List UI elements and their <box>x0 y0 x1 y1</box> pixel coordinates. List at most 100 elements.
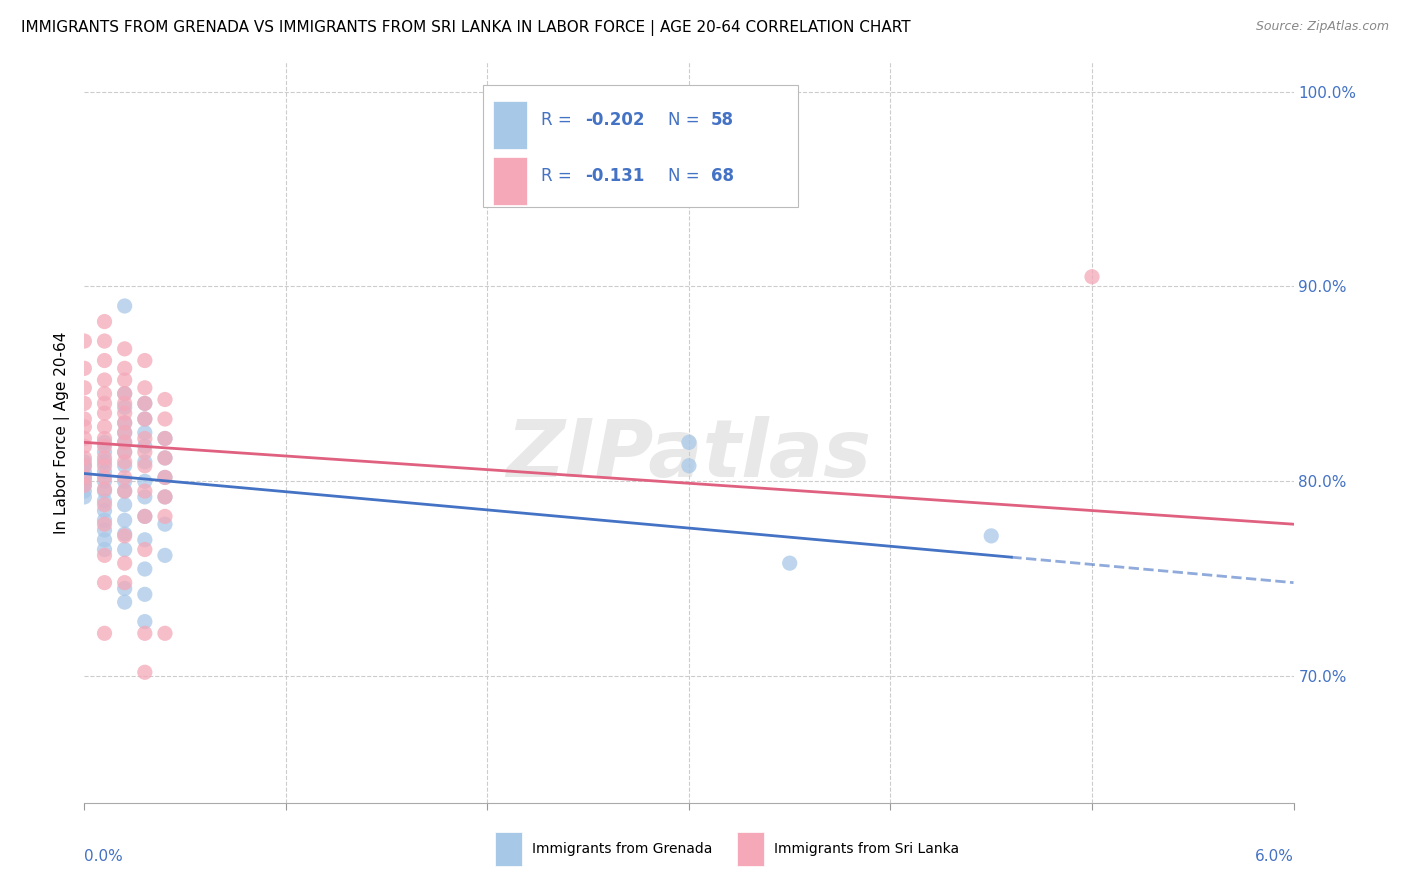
Point <box>134 353 156 368</box>
Point <box>153 517 176 532</box>
Point <box>134 562 156 576</box>
Point <box>93 533 115 547</box>
Point <box>153 490 176 504</box>
Point <box>153 450 176 465</box>
Point <box>153 432 176 446</box>
Point <box>153 412 176 426</box>
Point <box>73 361 96 376</box>
Point <box>980 529 1002 543</box>
Point <box>134 445 156 459</box>
Point <box>114 542 136 557</box>
Point <box>93 470 115 484</box>
Point <box>134 509 156 524</box>
Point <box>114 575 136 590</box>
Point <box>114 475 136 489</box>
Point <box>134 484 156 499</box>
Point <box>114 406 136 420</box>
Point <box>114 373 136 387</box>
Point <box>93 498 115 512</box>
Text: IMMIGRANTS FROM GRENADA VS IMMIGRANTS FROM SRI LANKA IN LABOR FORCE | AGE 20-64 : IMMIGRANTS FROM GRENADA VS IMMIGRANTS FR… <box>21 20 911 36</box>
Bar <box>494 102 527 150</box>
Point <box>678 435 700 450</box>
Point <box>93 455 115 469</box>
Point <box>153 470 176 484</box>
Point <box>134 396 156 410</box>
Point <box>153 549 176 563</box>
Point <box>73 412 96 426</box>
Point <box>73 478 96 492</box>
Point <box>73 455 96 469</box>
Point <box>73 439 96 453</box>
Point <box>134 412 156 426</box>
Text: N =: N = <box>668 167 706 185</box>
Text: R =: R = <box>541 112 578 129</box>
Bar <box>495 832 522 866</box>
Point <box>114 455 136 469</box>
Point <box>134 425 156 440</box>
Text: -0.131: -0.131 <box>585 167 644 185</box>
Point <box>93 513 115 527</box>
Point <box>93 484 115 499</box>
Point <box>114 513 136 527</box>
Text: -0.202: -0.202 <box>585 112 644 129</box>
Point <box>114 425 136 440</box>
Point <box>93 503 115 517</box>
Point <box>134 665 156 680</box>
Point <box>134 587 156 601</box>
Point <box>114 445 136 459</box>
Text: 6.0%: 6.0% <box>1254 848 1294 863</box>
Text: ZIPatlas: ZIPatlas <box>506 416 872 494</box>
FancyBboxPatch shape <box>484 85 797 207</box>
Point <box>93 626 115 640</box>
Point <box>134 412 156 426</box>
Point <box>93 575 115 590</box>
Point <box>93 458 115 473</box>
Point <box>114 458 136 473</box>
Text: N =: N = <box>668 112 706 129</box>
Point <box>93 373 115 387</box>
Point <box>73 470 96 484</box>
Point <box>1081 269 1104 284</box>
Point <box>93 549 115 563</box>
Point <box>93 475 115 489</box>
Point <box>153 432 176 446</box>
Text: 68: 68 <box>710 167 734 185</box>
Point <box>114 396 136 410</box>
Point <box>114 299 136 313</box>
Point <box>93 493 115 508</box>
Point <box>153 626 176 640</box>
Point <box>93 542 115 557</box>
Point <box>114 484 136 499</box>
Point <box>114 595 136 609</box>
Point <box>73 478 96 492</box>
Point <box>93 439 115 453</box>
Point <box>114 470 136 484</box>
Point <box>114 425 136 440</box>
Point <box>73 470 96 484</box>
Point <box>93 406 115 420</box>
Point <box>93 517 115 532</box>
Point <box>134 439 156 453</box>
Point <box>114 435 136 450</box>
Text: 58: 58 <box>710 112 734 129</box>
Point <box>114 529 136 543</box>
Point <box>114 435 136 450</box>
Point <box>73 396 96 410</box>
Text: R =: R = <box>541 167 582 185</box>
Point <box>93 435 115 450</box>
Point <box>114 416 136 430</box>
Point <box>114 484 136 499</box>
Point <box>153 470 176 484</box>
Bar <box>737 832 763 866</box>
Point <box>114 416 136 430</box>
Point <box>134 396 156 410</box>
Point <box>73 419 96 434</box>
Point <box>153 392 176 407</box>
Point <box>114 498 136 512</box>
Point <box>114 401 136 415</box>
Point <box>93 445 115 459</box>
Point <box>93 450 115 465</box>
Point <box>73 458 96 473</box>
Point <box>93 334 115 348</box>
Point <box>73 490 96 504</box>
